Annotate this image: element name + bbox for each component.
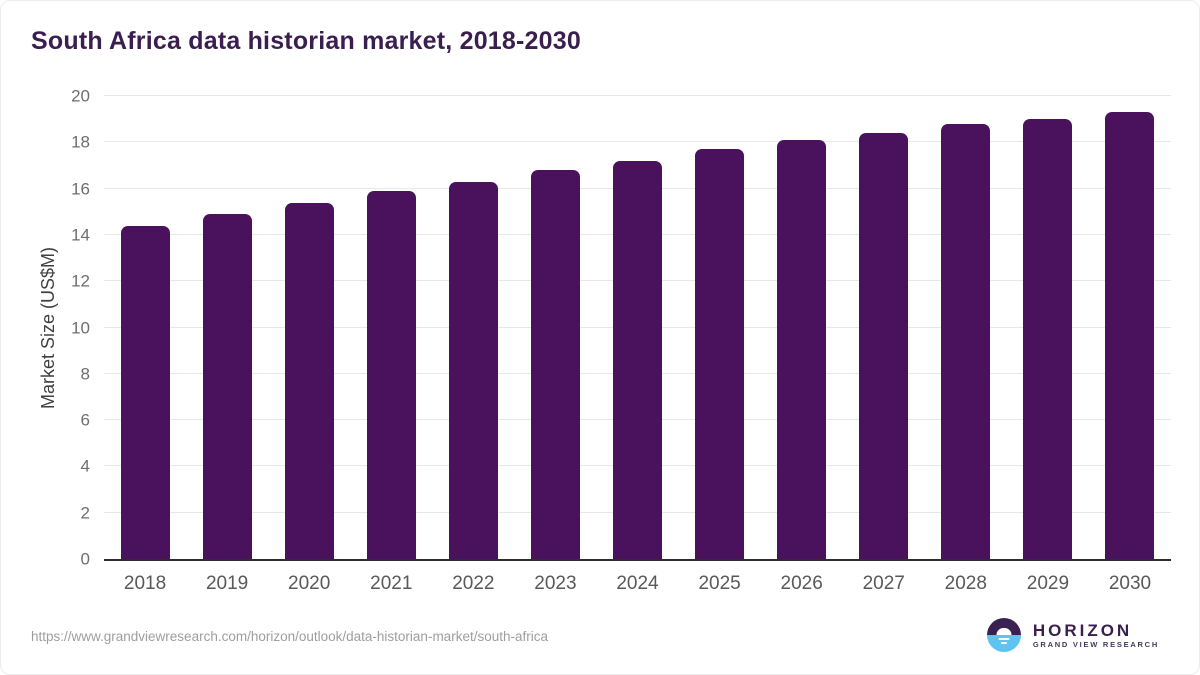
bar-slot-2021 <box>350 96 432 559</box>
y-tick-label-6: 6 <box>80 410 90 430</box>
bar-2026[interactable] <box>777 140 827 559</box>
y-tick-label-10: 10 <box>71 318 90 337</box>
y-tick-label-20: 20 <box>71 86 90 106</box>
bar-2022[interactable] <box>448 181 498 559</box>
y-tick-label-0: 0 <box>80 549 90 569</box>
bar-slot-2022 <box>432 96 514 559</box>
x-tick-label-2020: 2020 <box>288 573 331 594</box>
x-tick-label-2029: 2029 <box>1026 573 1070 594</box>
x-axis-labels: 2018 2019 2020 2021 2022 2023 2024 2025 2026 2027… <box>104 573 1171 595</box>
logo-subtitle: GRAND VIEW RESEARCH <box>1032 640 1159 650</box>
bar-slot-2030 <box>1089 96 1171 559</box>
bar-slot-2020 <box>268 96 350 559</box>
x-tick-label-2022: 2022 <box>452 573 495 594</box>
x-tick-label-2026: 2026 <box>780 573 823 594</box>
x-tick-label-2025: 2025 <box>698 573 741 594</box>
bar-slot-2026 <box>761 96 843 559</box>
logo-sky <box>986 618 1021 635</box>
bar-slot-2029 <box>1007 96 1089 559</box>
bar-2027[interactable] <box>859 133 909 559</box>
bar-2023[interactable] <box>530 170 580 559</box>
y-tick-label-4: 4 <box>80 456 90 476</box>
y-tick-labels: 0 2 4 6 8 10 12 14 16 18 20 <box>52 88 96 568</box>
source-url: https://www.grandviewresearch.com/horizo… <box>31 629 548 644</box>
x-tick-label-2019: 2019 <box>205 573 249 594</box>
bar-slot-2028 <box>925 96 1007 559</box>
bar-slot-2018 <box>104 96 186 559</box>
x-tick-label-2023: 2023 <box>534 573 577 594</box>
bar-2025[interactable] <box>695 149 745 559</box>
x-tick-label-2028: 2028 <box>944 573 987 594</box>
horizon-logo: HORIZON GRAND VIEW RESEARCH <box>986 618 1159 652</box>
gridline-20 <box>104 95 1171 96</box>
y-tick-label-8: 8 <box>80 364 90 384</box>
bar-2028[interactable] <box>941 123 991 559</box>
bar-2024[interactable] <box>613 160 662 559</box>
x-tick-label-2021: 2021 <box>370 573 413 594</box>
bar-slot-2027 <box>843 96 925 559</box>
horizon-sun-icon <box>986 618 1021 652</box>
bar-2021[interactable] <box>366 190 416 559</box>
plot-area: 0 2 4 6 8 10 12 14 16 18 20 Market Size (US$M) <box>38 88 1171 568</box>
y-axis-title: Market Size (US$M) <box>38 246 58 409</box>
logo-reflection-line <box>1000 642 1007 645</box>
chart-title: South Africa data historian market, 2018… <box>31 27 581 55</box>
logo-text: HORIZON GRAND VIEW RESEARCH <box>1033 621 1159 650</box>
x-tick-label-2024: 2024 <box>616 573 659 594</box>
y-tick-label-18: 18 <box>71 132 90 152</box>
bar-2030[interactable] <box>1105 112 1155 559</box>
logo-reflection-line <box>998 637 1010 640</box>
bar-2020[interactable] <box>284 202 334 559</box>
bar-slot-2023 <box>514 96 596 559</box>
bar-2029[interactable] <box>1023 119 1073 559</box>
x-tick-label-2018: 2018 <box>123 573 167 594</box>
y-tick-label-14: 14 <box>71 225 90 245</box>
bars <box>104 96 1171 559</box>
bar-slot-2019 <box>186 96 268 559</box>
y-tick-label-16: 16 <box>71 179 90 199</box>
y-tick-label-2: 2 <box>80 503 90 523</box>
bar-slot-2024 <box>596 96 678 559</box>
y-tick-label-12: 12 <box>71 271 90 291</box>
logo-sun <box>996 627 1012 635</box>
gridline-18 <box>104 141 1171 143</box>
x-tick-label-2030: 2030 <box>1108 573 1152 594</box>
bar-slot-2025 <box>679 96 761 559</box>
bar-2018[interactable] <box>120 225 170 559</box>
bar-2019[interactable] <box>202 214 252 559</box>
x-tick-label-2027: 2027 <box>862 573 905 594</box>
logo-name: HORIZON <box>1032 620 1133 640</box>
